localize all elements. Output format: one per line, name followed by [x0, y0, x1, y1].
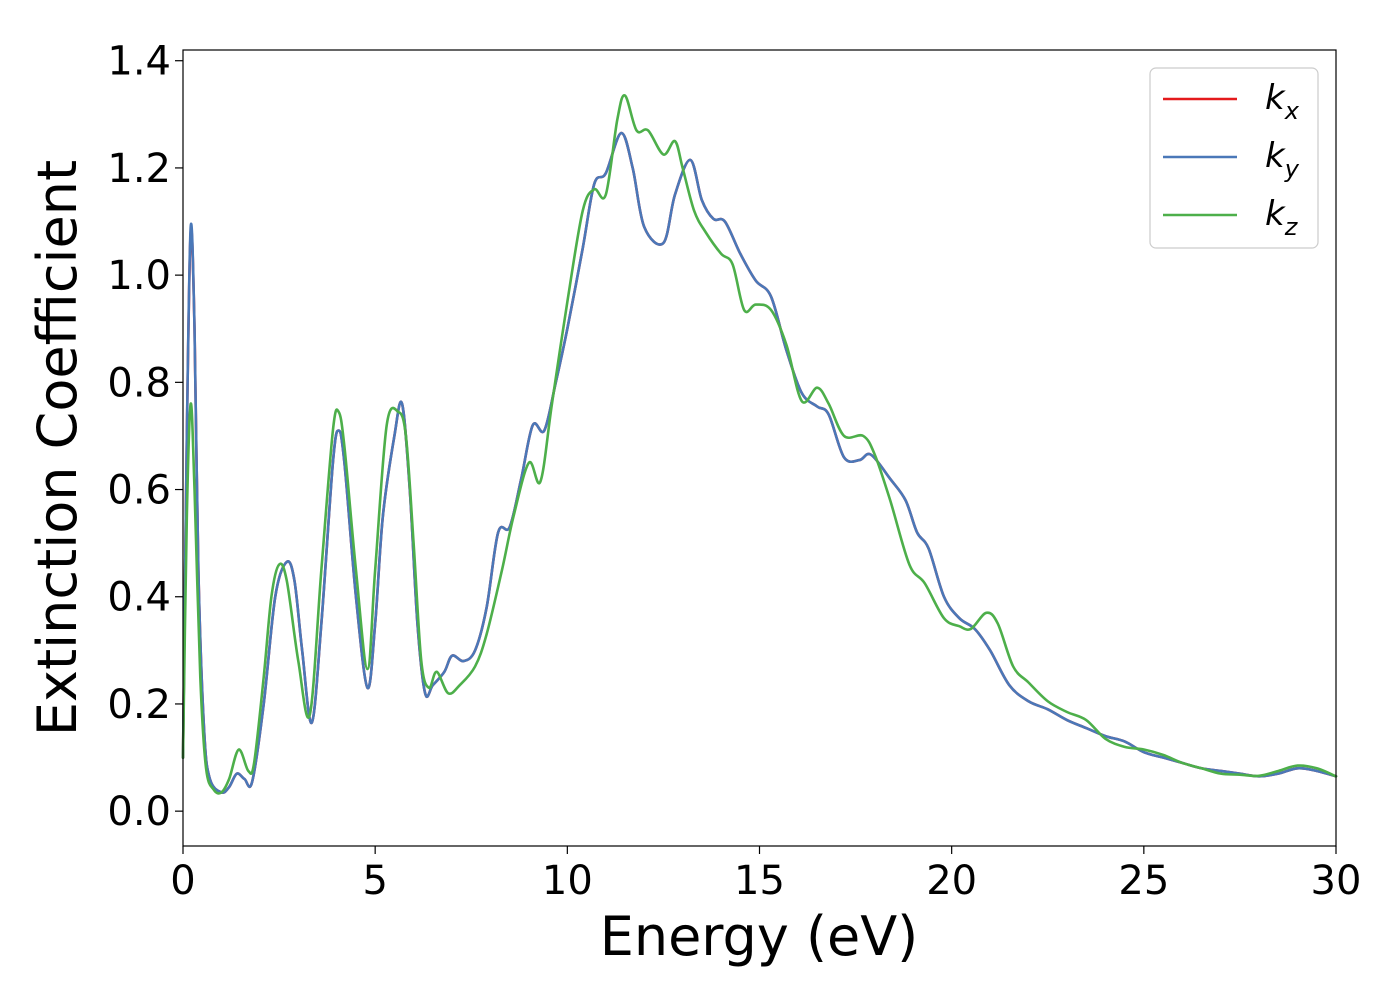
x-tick-label: 25 [1118, 858, 1169, 904]
x-tick-label: 0 [170, 858, 195, 904]
y-tick-label: 0.0 [107, 789, 171, 835]
y-axis-title: Extinction Coefficient [26, 160, 89, 736]
x-axis: 0 5 10 15 20 25 30 [170, 846, 1361, 904]
y-tick-label: 1.0 [107, 253, 171, 299]
y-tick-label: 1.4 [107, 39, 171, 85]
legend-label-subscript: y [1284, 155, 1300, 183]
x-axis-title: Energy (eV) [600, 905, 919, 968]
x-tick-label: 20 [926, 858, 977, 904]
x-tick-label: 10 [542, 858, 593, 904]
y-axis: 0.0 0.2 0.4 0.6 0.8 1.0 1.2 1.4 [107, 39, 183, 835]
legend-label-kx: kx [1265, 78, 1300, 125]
legend-label-main: k [1265, 194, 1286, 234]
y-tick-label: 0.2 [107, 682, 171, 728]
y-tick-label: 0.6 [107, 468, 171, 514]
series-line-kz [181, 94, 1338, 795]
x-tick-label: 30 [1311, 858, 1362, 904]
series-layer [181, 94, 1338, 795]
y-tick-label: 0.4 [107, 575, 171, 621]
y-tick-label: 1.2 [107, 146, 171, 192]
legend-label-ky: ky [1265, 136, 1300, 183]
legend-label-subscript: z [1284, 213, 1299, 241]
legend-label-main: k [1265, 78, 1286, 118]
legend-label-main: k [1265, 136, 1286, 176]
x-tick-label: 15 [734, 858, 785, 904]
legend-label-kz: kz [1265, 194, 1299, 241]
y-tick-label: 0.8 [107, 360, 171, 406]
x-tick-label: 5 [362, 858, 387, 904]
legend-label-subscript: x [1284, 97, 1300, 125]
